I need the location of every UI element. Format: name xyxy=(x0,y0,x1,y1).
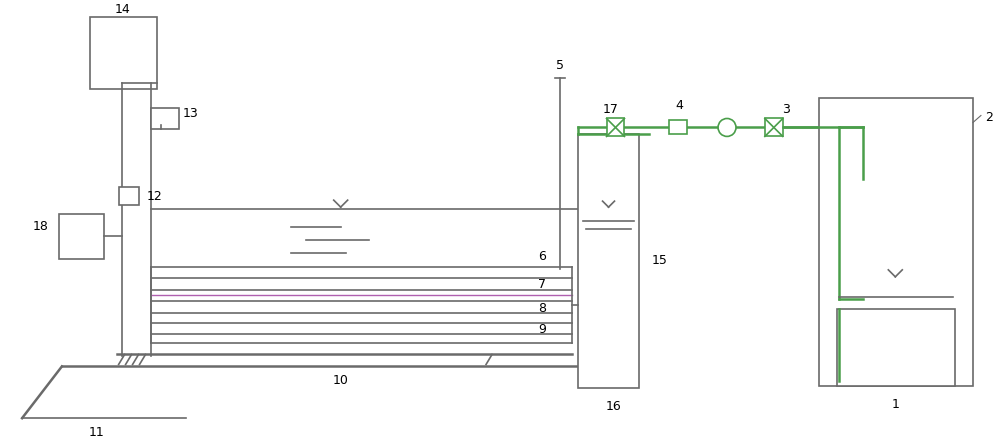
Text: 5: 5 xyxy=(556,59,564,72)
Bar xyxy=(151,107,179,129)
Bar xyxy=(819,98,973,386)
Bar xyxy=(90,17,157,88)
Text: 4: 4 xyxy=(675,99,683,112)
Text: 17: 17 xyxy=(603,103,618,116)
Text: 12: 12 xyxy=(147,190,162,203)
Text: 9: 9 xyxy=(538,323,546,336)
Bar xyxy=(607,118,624,136)
Text: 6: 6 xyxy=(538,250,546,264)
Bar xyxy=(119,187,139,205)
Text: 1: 1 xyxy=(891,398,899,411)
Text: 7: 7 xyxy=(538,278,546,291)
Bar xyxy=(765,118,783,136)
Text: 8: 8 xyxy=(538,302,546,315)
Bar xyxy=(837,309,955,386)
Text: 13: 13 xyxy=(182,107,198,120)
Text: 15: 15 xyxy=(651,254,667,268)
Text: 14: 14 xyxy=(115,4,130,16)
Circle shape xyxy=(718,118,736,136)
Bar xyxy=(669,121,687,135)
Bar xyxy=(578,135,639,389)
Text: 3: 3 xyxy=(782,103,790,116)
Text: 18: 18 xyxy=(33,220,49,232)
Text: 2: 2 xyxy=(985,111,993,124)
Text: 16: 16 xyxy=(606,400,621,413)
Bar xyxy=(59,214,104,259)
Text: 11: 11 xyxy=(89,425,105,439)
Text: 10: 10 xyxy=(333,374,349,387)
